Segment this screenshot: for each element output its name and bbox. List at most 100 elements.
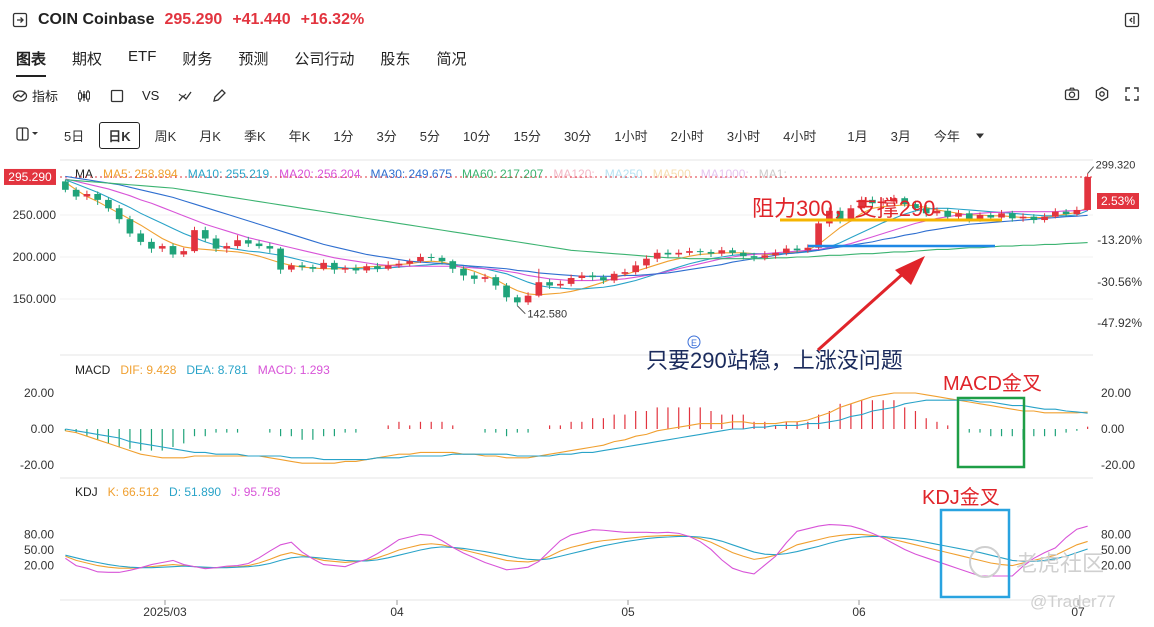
period-1min[interactable]: 1分 bbox=[333, 129, 354, 144]
ma-legend-item: MA1000: bbox=[700, 167, 749, 181]
drawing-tools-icon[interactable] bbox=[177, 88, 193, 104]
candle bbox=[643, 255, 650, 269]
candle-body bbox=[793, 248, 801, 251]
candle-body bbox=[922, 208, 930, 214]
candle bbox=[524, 292, 532, 305]
layout-toggle-icon[interactable] bbox=[12, 124, 44, 147]
tab-forecast[interactable]: 预测 bbox=[238, 51, 269, 68]
candle-body bbox=[255, 243, 263, 247]
candle bbox=[374, 262, 381, 273]
candle-body bbox=[331, 262, 338, 270]
tab-options[interactable]: 期权 bbox=[72, 51, 103, 68]
period-30min[interactable]: 30分 bbox=[563, 129, 592, 144]
period-quarterly[interactable]: 季K bbox=[243, 129, 266, 144]
period-4h[interactable]: 4小时 bbox=[783, 129, 817, 144]
macd-legend-item: DEA: 8.781 bbox=[186, 363, 248, 377]
tab-shareholders[interactable]: 股东 bbox=[380, 51, 411, 68]
tab-chart[interactable]: 图表 bbox=[16, 48, 47, 77]
tab-etf[interactable]: ETF bbox=[128, 48, 157, 65]
tab-profile[interactable]: 简况 bbox=[436, 51, 467, 68]
range-1m[interactable]: 1月 bbox=[847, 129, 868, 144]
period-2h[interactable]: 2小时 bbox=[670, 129, 704, 144]
ma-legend-item: MA1: bbox=[758, 167, 787, 181]
tab-financials[interactable]: 财务 bbox=[182, 51, 213, 68]
ma10-line bbox=[65, 179, 1088, 290]
price-tick-label: 200.000 bbox=[13, 250, 57, 264]
ma-legend-item: MA250 bbox=[604, 167, 643, 181]
candle bbox=[234, 235, 241, 249]
candle-body bbox=[739, 252, 747, 257]
candle-body bbox=[546, 282, 553, 286]
candle bbox=[212, 235, 220, 252]
pct-tick-label: -30.56% bbox=[1097, 275, 1142, 289]
candle-body bbox=[1030, 216, 1038, 221]
tab-corporate-actions[interactable]: 公司行动 bbox=[294, 51, 355, 68]
macd-legend-item: MACD bbox=[75, 363, 111, 377]
candle-body bbox=[632, 265, 640, 273]
high-price-label: 299.320 bbox=[1096, 160, 1136, 172]
compare-button[interactable]: VS bbox=[142, 88, 160, 103]
candle-body bbox=[277, 248, 284, 270]
ma-legend-item: MA120: bbox=[553, 167, 595, 181]
period-3h[interactable]: 3小时 bbox=[726, 129, 761, 144]
period-5min[interactable]: 5分 bbox=[419, 129, 441, 144]
candle bbox=[847, 204, 855, 222]
candle-body bbox=[858, 199, 865, 209]
candle-body bbox=[524, 295, 532, 303]
candle-body bbox=[761, 255, 769, 258]
period-15min[interactable]: 15分 bbox=[513, 129, 541, 144]
candle bbox=[148, 238, 155, 253]
pencil-icon[interactable] bbox=[211, 88, 227, 104]
candle bbox=[1030, 214, 1038, 224]
time-tick-label: 04 bbox=[390, 605, 404, 619]
chevron-down-icon[interactable] bbox=[975, 128, 985, 143]
candle-body bbox=[535, 282, 543, 296]
candle bbox=[266, 242, 274, 253]
candle bbox=[729, 247, 736, 256]
period-10min[interactable]: 10分 bbox=[463, 129, 491, 144]
kdj-legend-item: KDJ bbox=[75, 485, 98, 499]
candle-body bbox=[341, 267, 349, 270]
watermark-brand: 老虎社区 bbox=[1016, 551, 1104, 576]
period-3min[interactable]: 3分 bbox=[376, 129, 397, 144]
square-icon[interactable] bbox=[110, 89, 124, 103]
range-ytd[interactable]: 今年 bbox=[933, 129, 960, 144]
candle bbox=[912, 200, 919, 212]
period-daily[interactable]: 日K bbox=[99, 122, 140, 149]
period-yearly[interactable]: 年K bbox=[288, 129, 311, 144]
camera-icon[interactable] bbox=[1064, 86, 1080, 102]
candle-body bbox=[395, 263, 403, 266]
macd-cross-annotation: MACD金叉 bbox=[943, 372, 1042, 395]
fullscreen-icon[interactable] bbox=[1124, 86, 1140, 102]
candle-body bbox=[406, 261, 414, 264]
candle bbox=[976, 212, 984, 222]
candle bbox=[632, 261, 640, 275]
period-weekly[interactable]: 周K bbox=[154, 129, 177, 144]
exit-icon[interactable] bbox=[12, 12, 28, 28]
macd-cross-box bbox=[956, 396, 1026, 469]
candle bbox=[277, 246, 284, 274]
candle bbox=[417, 253, 424, 263]
kdj-legend-item: J: 95.758 bbox=[231, 485, 281, 499]
candle-body bbox=[589, 275, 596, 278]
candle bbox=[363, 263, 371, 273]
period-monthly[interactable]: 月K bbox=[199, 129, 221, 144]
settings-icon[interactable] bbox=[1094, 86, 1110, 102]
candle-body bbox=[976, 215, 984, 220]
period-1h[interactable]: 1小时 bbox=[614, 129, 648, 144]
period-5d[interactable]: 5日 bbox=[64, 129, 85, 144]
range-3m[interactable]: 3月 bbox=[890, 129, 911, 144]
header: COIN Coinbase 295.290 +41.440 +16.32% bbox=[12, 8, 364, 32]
candle-body bbox=[470, 275, 478, 279]
candle-body bbox=[1019, 216, 1027, 219]
candle bbox=[503, 283, 510, 302]
candle bbox=[72, 187, 80, 200]
candlestick-type-icon[interactable] bbox=[76, 88, 92, 104]
candle-body bbox=[965, 213, 973, 220]
ma-legend-item: MA500 bbox=[652, 167, 691, 181]
indicator-button[interactable]: 指标 bbox=[12, 86, 58, 105]
collapse-panel-icon[interactable] bbox=[1124, 12, 1140, 28]
pct-tick-label: -47.92% bbox=[1097, 316, 1142, 330]
candle-body bbox=[126, 219, 134, 234]
candle-body bbox=[944, 210, 952, 217]
